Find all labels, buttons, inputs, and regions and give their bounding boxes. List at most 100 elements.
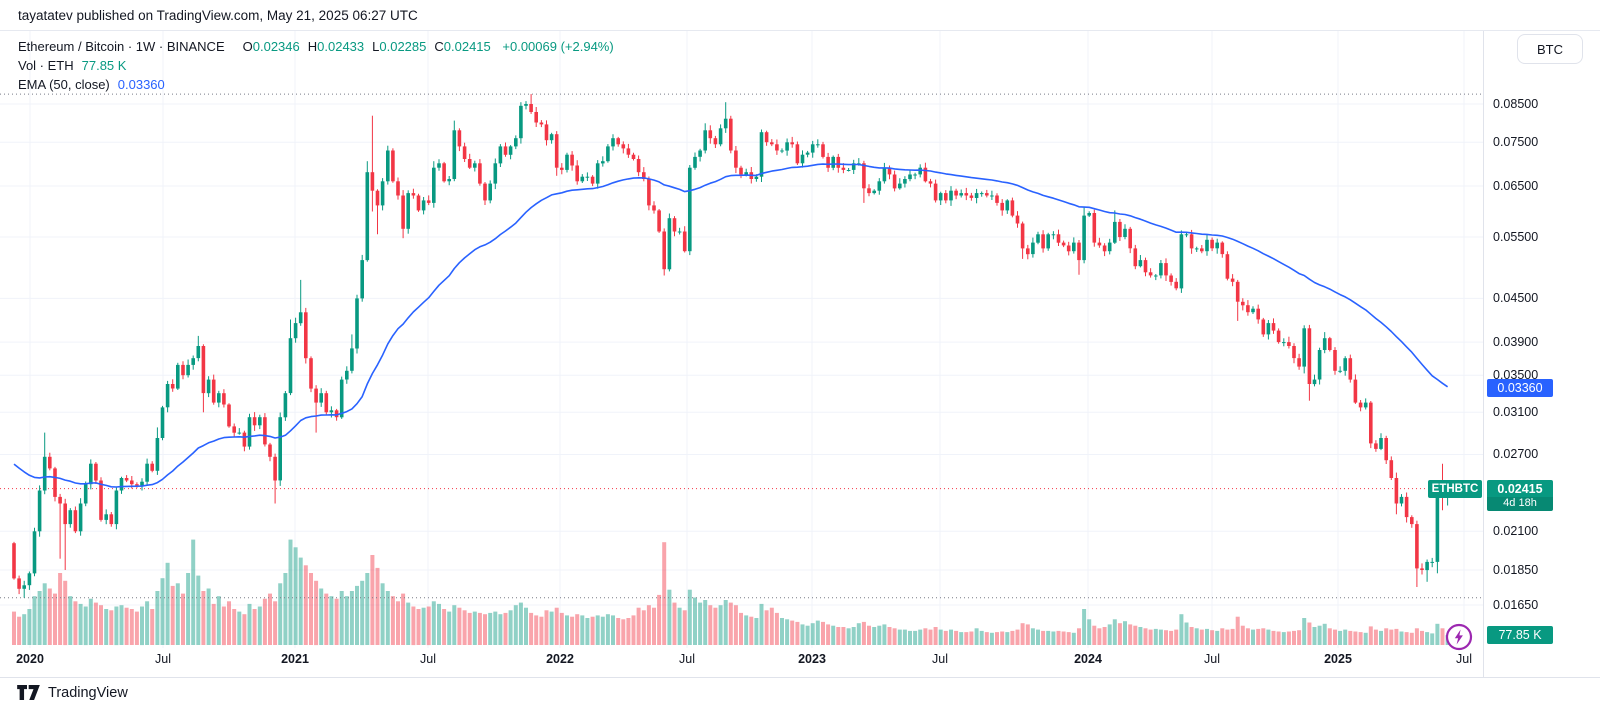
candle[interactable] [237,428,242,435]
candle[interactable] [22,580,26,598]
volume-bar[interactable] [1414,628,1419,645]
volume-bar[interactable] [1292,630,1296,645]
candle[interactable] [1276,328,1281,344]
candle[interactable] [1256,304,1260,324]
volume-bar[interactable] [319,588,324,646]
candle[interactable] [1097,237,1102,248]
candle[interactable] [457,128,462,152]
candle[interactable] [1113,210,1117,244]
volume-bar[interactable] [749,616,754,645]
volume-bar[interactable] [1179,614,1184,645]
candle[interactable] [1194,246,1199,252]
candle[interactable] [165,380,170,413]
candle[interactable] [1333,347,1337,375]
volume-bar[interactable] [989,632,994,645]
volume-bar[interactable] [242,614,247,645]
volume-bar[interactable] [908,630,912,645]
candle[interactable] [1005,199,1010,214]
candle[interactable] [1251,306,1255,314]
candle[interactable] [1128,226,1132,254]
candle[interactable] [258,414,262,430]
volume-bar[interactable] [918,629,923,645]
volume-bar[interactable] [181,593,185,645]
volume-bar[interactable] [949,629,953,645]
candle[interactable] [585,172,590,181]
candle[interactable] [1328,336,1332,352]
candle[interactable] [1010,197,1015,218]
volume-bar[interactable] [841,627,846,645]
volume-bar[interactable] [954,630,959,645]
volume-bar[interactable] [457,607,462,645]
volume-bar[interactable] [114,606,119,646]
volume-bar[interactable] [104,609,109,645]
candle[interactable] [73,506,78,534]
volume-bar[interactable] [1338,630,1343,645]
volume-bar[interactable] [68,596,73,645]
chart-canvas[interactable] [0,31,1483,648]
volume-bar[interactable] [995,632,999,645]
volume-bar[interactable] [795,621,800,645]
volume-bar[interactable] [93,602,98,645]
candle[interactable] [1107,238,1112,255]
volume-bar[interactable] [1184,622,1189,646]
candle[interactable] [575,160,579,185]
volume-bar[interactable] [1245,628,1250,645]
candle[interactable] [1241,298,1245,311]
candle[interactable] [764,130,769,146]
volume-bar[interactable] [124,607,129,645]
volume-bar[interactable] [897,629,902,645]
volume-bar[interactable] [851,627,856,645]
volume-bar[interactable] [1077,628,1081,645]
candle[interactable] [1317,347,1322,385]
volume-bar[interactable] [1169,630,1174,645]
candle[interactable] [1164,258,1168,281]
candle[interactable] [17,575,21,595]
volume-bar[interactable] [1015,629,1020,645]
candle[interactable] [544,120,549,146]
volume-bar[interactable] [928,629,933,645]
volume-bar[interactable] [559,612,564,645]
volume-bar[interactable] [769,607,774,645]
candle[interactable] [401,190,405,239]
candle[interactable] [386,145,390,185]
volume-bar[interactable] [257,606,262,646]
volume-bar[interactable] [846,628,851,645]
candle[interactable] [355,294,359,354]
volume-bar[interactable] [821,621,825,645]
volume-bar[interactable] [810,623,815,645]
candle[interactable] [124,475,129,483]
volume-bar[interactable] [488,612,493,645]
candle[interactable] [795,141,800,166]
candle[interactable] [1235,279,1240,321]
candle[interactable] [1287,336,1291,349]
volume-bar[interactable] [99,605,103,645]
candle[interactable] [63,498,67,570]
candle[interactable] [688,165,692,256]
candle[interactable] [217,390,221,408]
volume-bar[interactable] [831,625,836,645]
candle[interactable] [247,413,252,450]
volume-bar[interactable] [1138,627,1143,645]
volume-bar[interactable] [979,630,984,645]
candle[interactable] [1246,300,1250,316]
volume-bar[interactable] [1220,628,1225,645]
candle[interactable] [135,482,139,488]
candle[interactable] [862,160,866,203]
candle[interactable] [1420,563,1424,575]
candle[interactable] [1389,456,1394,480]
time-axis[interactable]: 2020 Jul 2021 Jul 2022 Jul 2023 Jul 2024 Jul 2025 J… [0,648,1483,677]
candle[interactable] [140,478,144,491]
volume-bar[interactable] [1240,625,1245,645]
candle[interactable] [1051,231,1056,240]
volume-bar[interactable] [703,600,708,645]
volume-bar[interactable] [1435,623,1440,645]
volume-bar[interactable] [585,618,590,645]
volume-bar[interactable] [334,598,339,645]
candle[interactable] [1282,338,1286,347]
candle[interactable] [411,188,416,199]
candle[interactable] [867,184,871,197]
candle[interactable] [488,180,492,204]
candle[interactable] [176,362,180,390]
volume-bar[interactable] [175,583,180,645]
volume-bar[interactable] [780,618,784,645]
